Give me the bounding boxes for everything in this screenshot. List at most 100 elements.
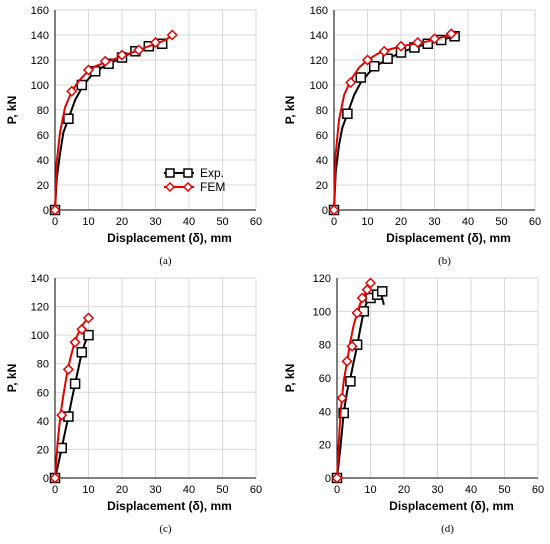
data-point-fem [116,49,128,61]
data-point-fem [49,204,61,216]
data-point-fem [378,45,390,57]
series-line-exp [333,35,455,211]
y-tick-label: 60 [37,130,49,142]
data-point-exp [76,347,88,358]
data-point-exp [355,72,367,83]
data-point-fem [395,40,407,52]
y-tick-label: 40 [37,416,49,428]
data-point-exp [338,407,349,419]
data-point-fem [56,409,68,421]
panel-caption: (b) [438,255,451,267]
y-tick-label: 0 [43,205,49,217]
y-tick-label: 40 [37,155,49,167]
y-tick-label: 160 [31,5,49,17]
x-tick-label: 10 [82,484,94,496]
y-tick-label: 40 [316,155,328,167]
data-point-exp [63,113,74,124]
y-tick-label: 140 [310,30,328,42]
y-tick-label: 80 [37,105,49,117]
data-point-fem [346,340,358,352]
x-tick-label: 10 [364,484,376,496]
y-tick-label: 20 [37,444,49,456]
x-tick-label: 0 [52,216,58,228]
data-point-exp [76,79,88,91]
y-tick-label: 100 [31,330,49,342]
panel-caption: (c) [159,523,172,535]
y-tick-label: 20 [37,180,49,192]
data-point-exp [422,38,434,49]
data-point-fem [166,29,178,41]
x-axis-label: Displacement (δ), mm [386,231,511,245]
legend-marker [165,168,175,178]
data-point-fem [345,76,357,89]
y-tick-label: 100 [310,80,328,92]
y-axis-label: P, kN [283,96,297,124]
x-tick-label: 20 [116,484,128,496]
data-point-exp [345,376,356,387]
y-tick-label: 120 [313,273,331,285]
x-axis-label: Displacement (δ), mm [389,499,514,513]
data-point-fem [76,323,88,335]
x-tick-label: 60 [250,216,262,228]
y-tick-label: 120 [31,55,49,67]
y-tick-label: 0 [325,473,331,485]
x-tick-label: 40 [465,484,477,496]
data-point-exp [376,286,388,297]
data-point-exp [56,442,67,454]
y-tick-label: 100 [31,80,49,92]
x-tick-label: 40 [183,216,195,228]
data-point-fem [364,277,377,289]
x-tick-label: 30 [149,484,161,496]
x-tick-label: 50 [216,216,228,228]
data-point-exp [69,378,81,389]
data-point-fem [428,33,441,45]
data-point-fem [69,336,81,348]
x-tick-label: 40 [462,216,474,228]
legend-marker [182,181,194,193]
x-tick-label: 10 [82,216,94,228]
y-tick-label: 120 [310,55,328,67]
x-axis-label: Displacement (δ), mm [107,499,232,513]
y-tick-label: 60 [319,373,331,385]
x-tick-label: 30 [428,216,440,228]
panel-caption: (a) [159,255,172,267]
y-tick-label: 40 [319,406,331,418]
y-tick-label: 120 [31,302,49,314]
data-point-fem [133,44,145,56]
y-tick-label: 80 [319,340,331,352]
data-point-fem [336,392,348,404]
y-tick-label: 60 [316,130,328,142]
x-tick-label: 0 [52,484,58,496]
x-tick-label: 20 [116,216,128,228]
y-axis-label: P, kN [5,364,19,392]
x-tick-label: 40 [183,484,195,496]
x-tick-label: 20 [398,484,410,496]
chart-panel-a: 0 10 20 30 40 50 60 0 20 40 60 80 100 120 140 160 Displa… [5,5,262,267]
x-tick-label: 30 [149,216,161,228]
x-tick-label: 60 [529,216,541,228]
data-point-exp [342,108,353,119]
data-point-fem [445,28,457,40]
x-tick-label: 50 [216,484,228,496]
data-point-exp [368,61,380,72]
data-point-fem [341,355,353,367]
x-tick-label: 0 [334,484,340,496]
x-tick-label: 60 [250,484,262,496]
chart-panel-b: 0 10 20 30 40 50 60 0 20 40 60 80 100 120 140 160 Displa… [283,5,541,267]
data-point-fem [66,85,78,97]
y-tick-label: 0 [322,205,328,217]
data-point-fem [412,36,424,49]
legend-marker [183,168,193,178]
legend-label: FEM [200,180,225,194]
y-tick-label: 160 [310,5,328,17]
y-tick-label: 140 [31,30,49,42]
y-tick-label: 100 [313,306,331,318]
x-tick-label: 60 [532,484,544,496]
chart-panel-d: 0 10 20 30 40 50 60 0 20 40 60 80 100 120 Displacement… [283,273,544,535]
y-tick-label: 80 [37,359,49,371]
x-tick-label: 50 [495,216,507,228]
x-tick-label: 10 [361,216,373,228]
y-tick-label: 0 [43,473,49,485]
chart-panel-c: 0 10 20 30 40 50 60 0 20 40 60 80 100 120 140 Displacem… [5,273,262,535]
